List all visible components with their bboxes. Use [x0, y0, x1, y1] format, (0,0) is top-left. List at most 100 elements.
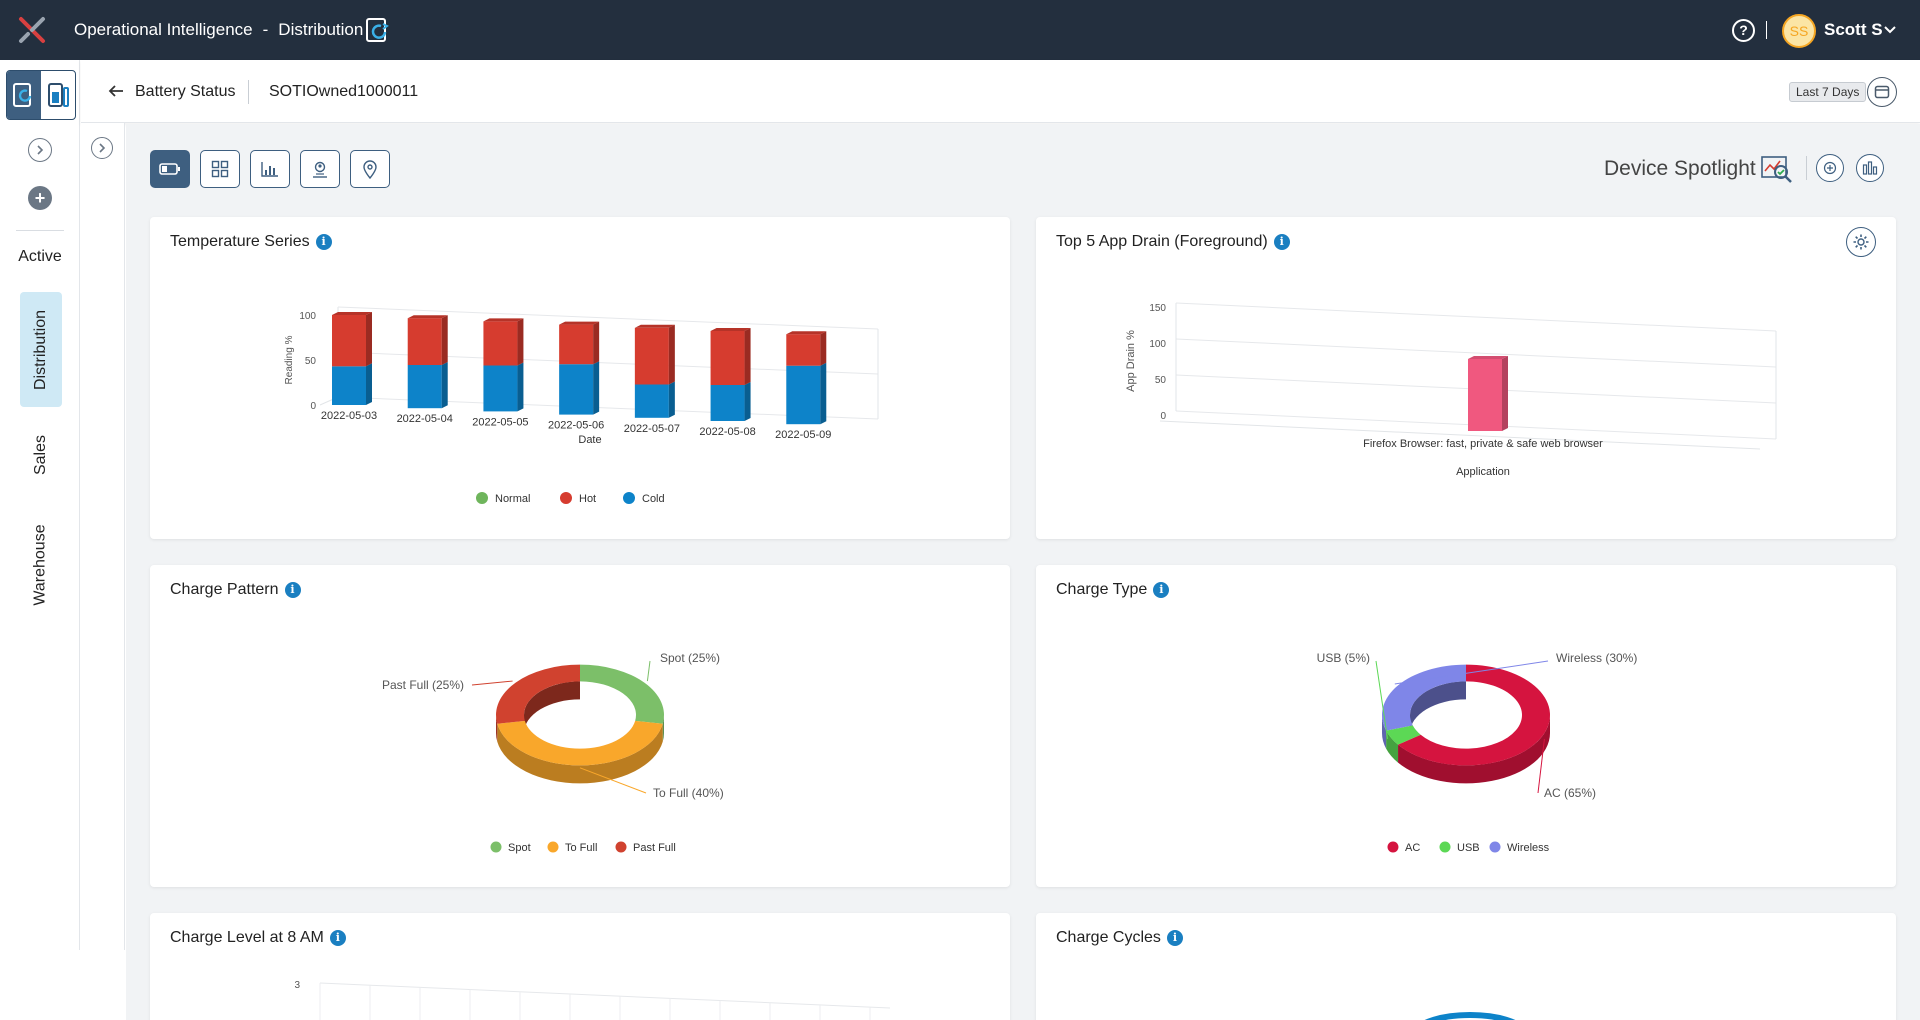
chevron-right-icon [99, 143, 106, 153]
add-button[interactable]: + [28, 186, 52, 210]
donut-data-label: To Full (40%) [653, 786, 724, 800]
drain-gridline [1175, 302, 1777, 332]
donut-label-connector [471, 680, 513, 686]
drain-axis-floor [1159, 420, 1761, 450]
drain-ytick-label: 150 [1149, 303, 1166, 314]
donut-slice-wall [497, 723, 663, 784]
temp-legend-marker [476, 492, 488, 504]
donut-legend-marker [490, 841, 502, 853]
temp-bar-top [634, 324, 675, 328]
temp-xtick-label: 2022-05-09 [775, 429, 831, 441]
battery-icon [159, 163, 180, 175]
soti-logo-icon[interactable] [16, 14, 48, 46]
breadcrumb-divider [248, 80, 249, 104]
view-battery-button[interactable] [150, 150, 190, 188]
back-arrow-icon[interactable] [107, 82, 125, 100]
chart-icon [261, 162, 278, 177]
temp-bar-cold [559, 364, 594, 415]
breadcrumb-section[interactable]: Battery Status [135, 83, 236, 100]
app-title-secondary: Distribution [278, 20, 364, 39]
chart-settings-button[interactable] [1856, 154, 1884, 182]
rail-divider [16, 230, 64, 231]
donut-legend-label: Past Full [633, 842, 676, 854]
add-widget-button[interactable] [1816, 154, 1844, 182]
temp-legend-label: Normal [495, 493, 530, 505]
temp-gridline [337, 306, 879, 330]
tab-warehouse-label: Warehouse [32, 524, 50, 606]
temp-bar-side [668, 381, 675, 418]
info-icon[interactable]: i [1166, 930, 1183, 946]
charge-type-chart: AC (65%) USB (5%) Wireless (30%) AC USB Wirel… [1317, 651, 1638, 854]
card-app-drain: Top 5 App Drain (Foreground) i 0 50 100 150… [1036, 217, 1896, 539]
tab-sales[interactable]: Sales [20, 420, 62, 490]
app-title-separator: - [262, 20, 269, 39]
donut-legend-marker [1489, 841, 1501, 853]
gear-button[interactable] [1846, 227, 1876, 257]
donut-slice-wall [496, 715, 498, 742]
plus-circle-icon [1823, 161, 1837, 175]
chevron-down-icon[interactable] [1884, 24, 1896, 36]
donut-data-label: Spot (25%) [660, 651, 720, 665]
temp-bar-side [517, 362, 524, 412]
temp-bar-top [559, 321, 600, 325]
gear-icon [1853, 234, 1869, 250]
info-icon[interactable]: i [1153, 582, 1170, 598]
distribution-app-icon[interactable] [364, 16, 392, 44]
device-switch-sync[interactable] [7, 71, 41, 119]
device-type-switch[interactable] [6, 70, 76, 120]
view-grid-button[interactable] [200, 150, 240, 188]
donut-legend-marker [1387, 841, 1399, 853]
view-chart-button[interactable] [250, 150, 290, 188]
temp-bar-side [366, 312, 372, 367]
temp-bar-side [517, 318, 524, 366]
donut-legend-label: AC [1405, 842, 1420, 854]
donut-legend-marker [615, 841, 627, 853]
donut-slice [580, 664, 664, 724]
date-range-badge[interactable]: Last 7 Days [1789, 82, 1867, 102]
view-person-location-button[interactable] [300, 150, 340, 188]
temp-xtick-label: 2022-05-03 [321, 410, 377, 422]
help-icon[interactable]: ? [1732, 19, 1755, 42]
donut-slice-wall [1398, 715, 1550, 784]
temp-bar-hot [483, 321, 518, 366]
chevron-right-icon [37, 145, 44, 155]
temp-legend-marker [560, 492, 572, 504]
location-pin-icon [363, 160, 377, 179]
drain-bar-side [1502, 356, 1508, 431]
expand-filter-button[interactable] [91, 137, 113, 159]
temp-legend-marker [623, 492, 635, 504]
card-charge-pattern: Charge Pattern i Spot (25%) To Full (40%)… [150, 565, 1010, 887]
view-location-pin-button[interactable] [350, 150, 390, 188]
card-title: Charge Pattern i [170, 581, 301, 599]
level-gridline [319, 982, 891, 1009]
expand-nav-button[interactable] [28, 138, 52, 162]
temp-bar-hot [710, 331, 745, 385]
info-icon[interactable]: i [1273, 234, 1290, 250]
card-title-text: Charge Level at 8 AM [170, 929, 324, 946]
tab-distribution[interactable]: Distribution [20, 292, 62, 407]
card-temperature-series: Temperature Series i 0 50 100 Reading % 2022… [150, 217, 1010, 539]
spotlight-search-icon[interactable] [1760, 153, 1794, 185]
card-title: Charge Level at 8 AM i [170, 929, 346, 947]
info-icon[interactable]: i [284, 582, 301, 598]
top-bar: Operational Intelligence - Distribution … [0, 0, 1920, 60]
temp-bar-side [668, 324, 675, 385]
temp-bar-side [441, 315, 448, 365]
calendar-icon [1874, 85, 1890, 99]
info-icon[interactable]: i [315, 234, 332, 250]
donut-legend-marker [547, 841, 559, 853]
calendar-button[interactable] [1867, 77, 1897, 107]
info-icon[interactable]: i [329, 930, 346, 946]
charge-pattern-chart: Spot (25%) To Full (40%) Past Full (25%) Sp… [382, 651, 724, 854]
temp-bar-side [441, 362, 448, 409]
donut-data-label: USB (5%) [1317, 651, 1370, 665]
donut-legend-label: To Full [565, 842, 597, 854]
tab-warehouse[interactable]: Warehouse [20, 500, 62, 630]
drain-xlabel: Application [1456, 466, 1510, 478]
drain-ytick-label: 50 [1155, 375, 1167, 386]
user-name[interactable]: Scott S [1824, 20, 1883, 39]
donut-label-connector [646, 660, 651, 682]
drain-ytick-label: 0 [1160, 411, 1166, 422]
avatar[interactable]: SS [1782, 14, 1816, 48]
device-switch-battery[interactable] [41, 71, 75, 119]
